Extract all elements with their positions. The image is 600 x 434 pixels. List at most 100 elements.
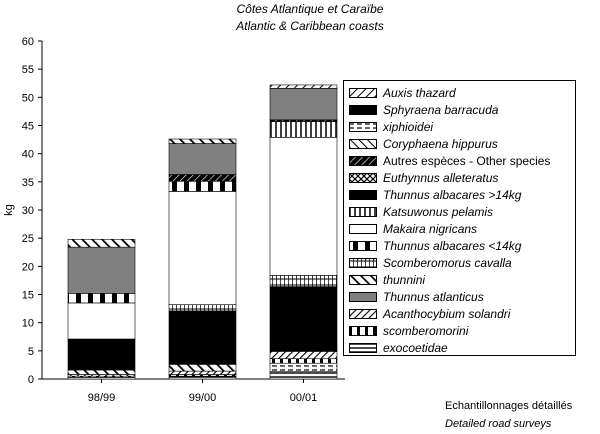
bar-segment	[67, 369, 136, 375]
legend-label: Euthynnus alleteratus	[383, 170, 499, 185]
legend-item: exocoetidae	[349, 339, 448, 355]
bar-segment	[269, 137, 338, 276]
y-axis-label: kg	[3, 204, 15, 216]
legend-label: Katsuwonus pelamis	[383, 204, 494, 219]
legend-item: Thunnus albacares >14kg	[349, 186, 521, 202]
legend-label: Scomberomorus cavalla	[383, 255, 512, 270]
bar-segment	[168, 375, 237, 380]
bar-segment	[168, 304, 237, 312]
chart-subtitle: Atlantic & Caribbean coasts	[236, 19, 384, 33]
bar-segment	[168, 191, 237, 305]
bar-segment	[67, 302, 136, 340]
y-tick-label: 20	[22, 261, 34, 273]
legend-item: Auxis thazard	[349, 84, 456, 100]
bar-segment	[269, 351, 338, 360]
bar-segment	[269, 362, 338, 372]
legend-item: Thunnus albacares <14kg	[349, 237, 521, 253]
legend-label: thunnini	[383, 272, 426, 287]
bar-segment	[168, 310, 237, 365]
x-tick-label: 00/01	[290, 392, 318, 404]
legend-item: Thunnus atlanticus	[349, 288, 484, 304]
footer-line-1: Echantillonnages détaillés	[445, 400, 573, 412]
legend-label: Thunnus albacares >14kg	[383, 187, 522, 202]
y-tick-label: 5	[28, 346, 34, 358]
bar-segment	[168, 138, 237, 144]
legend-label: Auxis thazard	[383, 85, 456, 100]
legend-swatch	[349, 138, 377, 149]
legend-label: Coryphaena hippurus	[383, 136, 498, 151]
legend-swatch	[349, 291, 377, 302]
y-tick-label: 25	[22, 233, 34, 245]
bar-segment	[269, 84, 338, 89]
legend-item: Acanthocybium solandri	[349, 305, 510, 321]
bar-segment	[67, 238, 136, 248]
legend-swatch	[349, 223, 377, 234]
bar-segment	[168, 370, 237, 375]
bar-segment	[269, 358, 338, 364]
legend-label: Sphyraena barracuda	[383, 102, 499, 117]
legend-item: scomberomorini	[349, 322, 468, 338]
legend-swatch	[349, 121, 377, 132]
bar-segment	[269, 88, 338, 121]
bar-segment	[168, 143, 237, 175]
legend-label: Makaira nigricans	[383, 221, 478, 236]
chart-title: Côtes Atlantique et Caraïbe	[236, 2, 384, 16]
legend-swatch	[349, 155, 377, 166]
footer-line-2: Detailed road surveys	[445, 418, 552, 430]
bar-segment	[67, 338, 136, 371]
legend-swatch	[349, 257, 377, 268]
legend-item: xiphioidei	[349, 118, 433, 134]
bar-segment	[269, 286, 338, 352]
legend-label: Thunnus albacares <14kg	[383, 238, 522, 253]
legend-label: Thunnus atlanticus	[383, 289, 484, 304]
legend-swatch	[349, 206, 377, 217]
bar-segment	[168, 180, 237, 192]
legend-swatch	[349, 342, 377, 353]
legend-item: Euthynnus alleteratus	[349, 169, 498, 185]
legend-swatch	[349, 308, 377, 319]
bar-segment	[67, 293, 136, 304]
bar-segment	[269, 121, 338, 138]
legend-item: Sphyraena barracuda	[349, 101, 498, 117]
y-tick-label: 10	[22, 318, 34, 330]
legend-label: exocoetidae	[383, 340, 448, 355]
legend-item: Coryphaena hippurus	[349, 135, 498, 151]
y-tick-label: 55	[22, 64, 34, 76]
y-tick-label: 15	[22, 290, 34, 302]
bar-99/00	[168, 138, 237, 380]
bars	[67, 84, 338, 380]
legend-swatch	[349, 240, 377, 251]
bar-segment	[269, 275, 338, 287]
y-tick-label: 35	[22, 177, 34, 189]
bar-segment	[168, 174, 237, 182]
legend-swatch	[349, 172, 377, 183]
legend-item: thunnini	[349, 271, 425, 287]
legend-label: xiphioidei	[383, 119, 434, 134]
legend: Auxis thazard Sphyraena barracuda xiphioid…	[343, 80, 576, 356]
y-tick-label: 0	[28, 374, 34, 386]
legend-label: Autres espèces - Other species	[383, 153, 551, 168]
legend-item: Scomberomorus cavalla	[349, 254, 512, 270]
y-tick-label: 50	[22, 92, 34, 104]
x-tick-label: 98/99	[88, 392, 116, 404]
legend-swatch	[349, 104, 377, 115]
legend-swatch	[349, 189, 377, 200]
y-tick-label: 40	[22, 149, 34, 161]
legend-swatch	[349, 274, 377, 285]
bar-00/01	[269, 84, 338, 380]
legend-item: Autres espèces - Other species	[349, 152, 550, 168]
y-tick-label: 45	[22, 121, 34, 133]
bar-segment	[269, 371, 338, 380]
legend-swatch	[349, 87, 377, 98]
legend-label: Acanthocybium solandri	[383, 306, 511, 321]
legend-item: Makaira nigricans	[349, 220, 477, 236]
y-tick-label: 30	[22, 205, 34, 217]
legend-item: Katsuwonus pelamis	[349, 203, 493, 219]
x-tick-label: 99/00	[189, 392, 217, 404]
bar-segment	[168, 364, 237, 372]
bar-98/99	[67, 238, 136, 380]
bar-segment	[67, 246, 136, 294]
y-tick-label: 60	[22, 36, 34, 48]
legend-swatch	[349, 325, 377, 336]
